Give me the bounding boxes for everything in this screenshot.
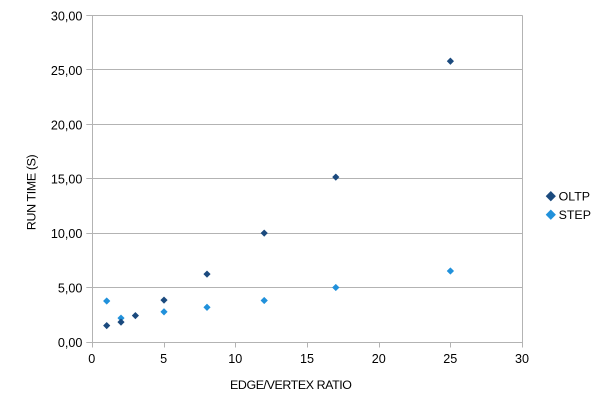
svg-text:0,00: 0,00 — [58, 336, 83, 350]
svg-text:25,00: 25,00 — [51, 64, 83, 78]
svg-text:0: 0 — [88, 352, 95, 366]
svg-text:15,00: 15,00 — [51, 173, 83, 187]
svg-text:10,00: 10,00 — [51, 227, 83, 241]
svg-text:5,00: 5,00 — [58, 281, 83, 295]
svg-text:10: 10 — [228, 352, 242, 366]
svg-text:15: 15 — [300, 352, 314, 366]
svg-text:20,00: 20,00 — [51, 118, 83, 132]
svg-text:5: 5 — [160, 352, 167, 366]
svg-text:30,00: 30,00 — [51, 10, 83, 24]
svg-text:30: 30 — [515, 352, 529, 366]
svg-text:20: 20 — [372, 352, 386, 366]
svg-text:OLTP: OLTP — [559, 190, 590, 204]
svg-text:25: 25 — [443, 352, 457, 366]
svg-text:STEP: STEP — [559, 208, 591, 222]
svg-text:EDGE/VERTEX RATIO: EDGE/VERTEX RATIO — [230, 378, 352, 392]
svg-text:RUN TIME (S): RUN TIME (S) — [24, 154, 38, 230]
